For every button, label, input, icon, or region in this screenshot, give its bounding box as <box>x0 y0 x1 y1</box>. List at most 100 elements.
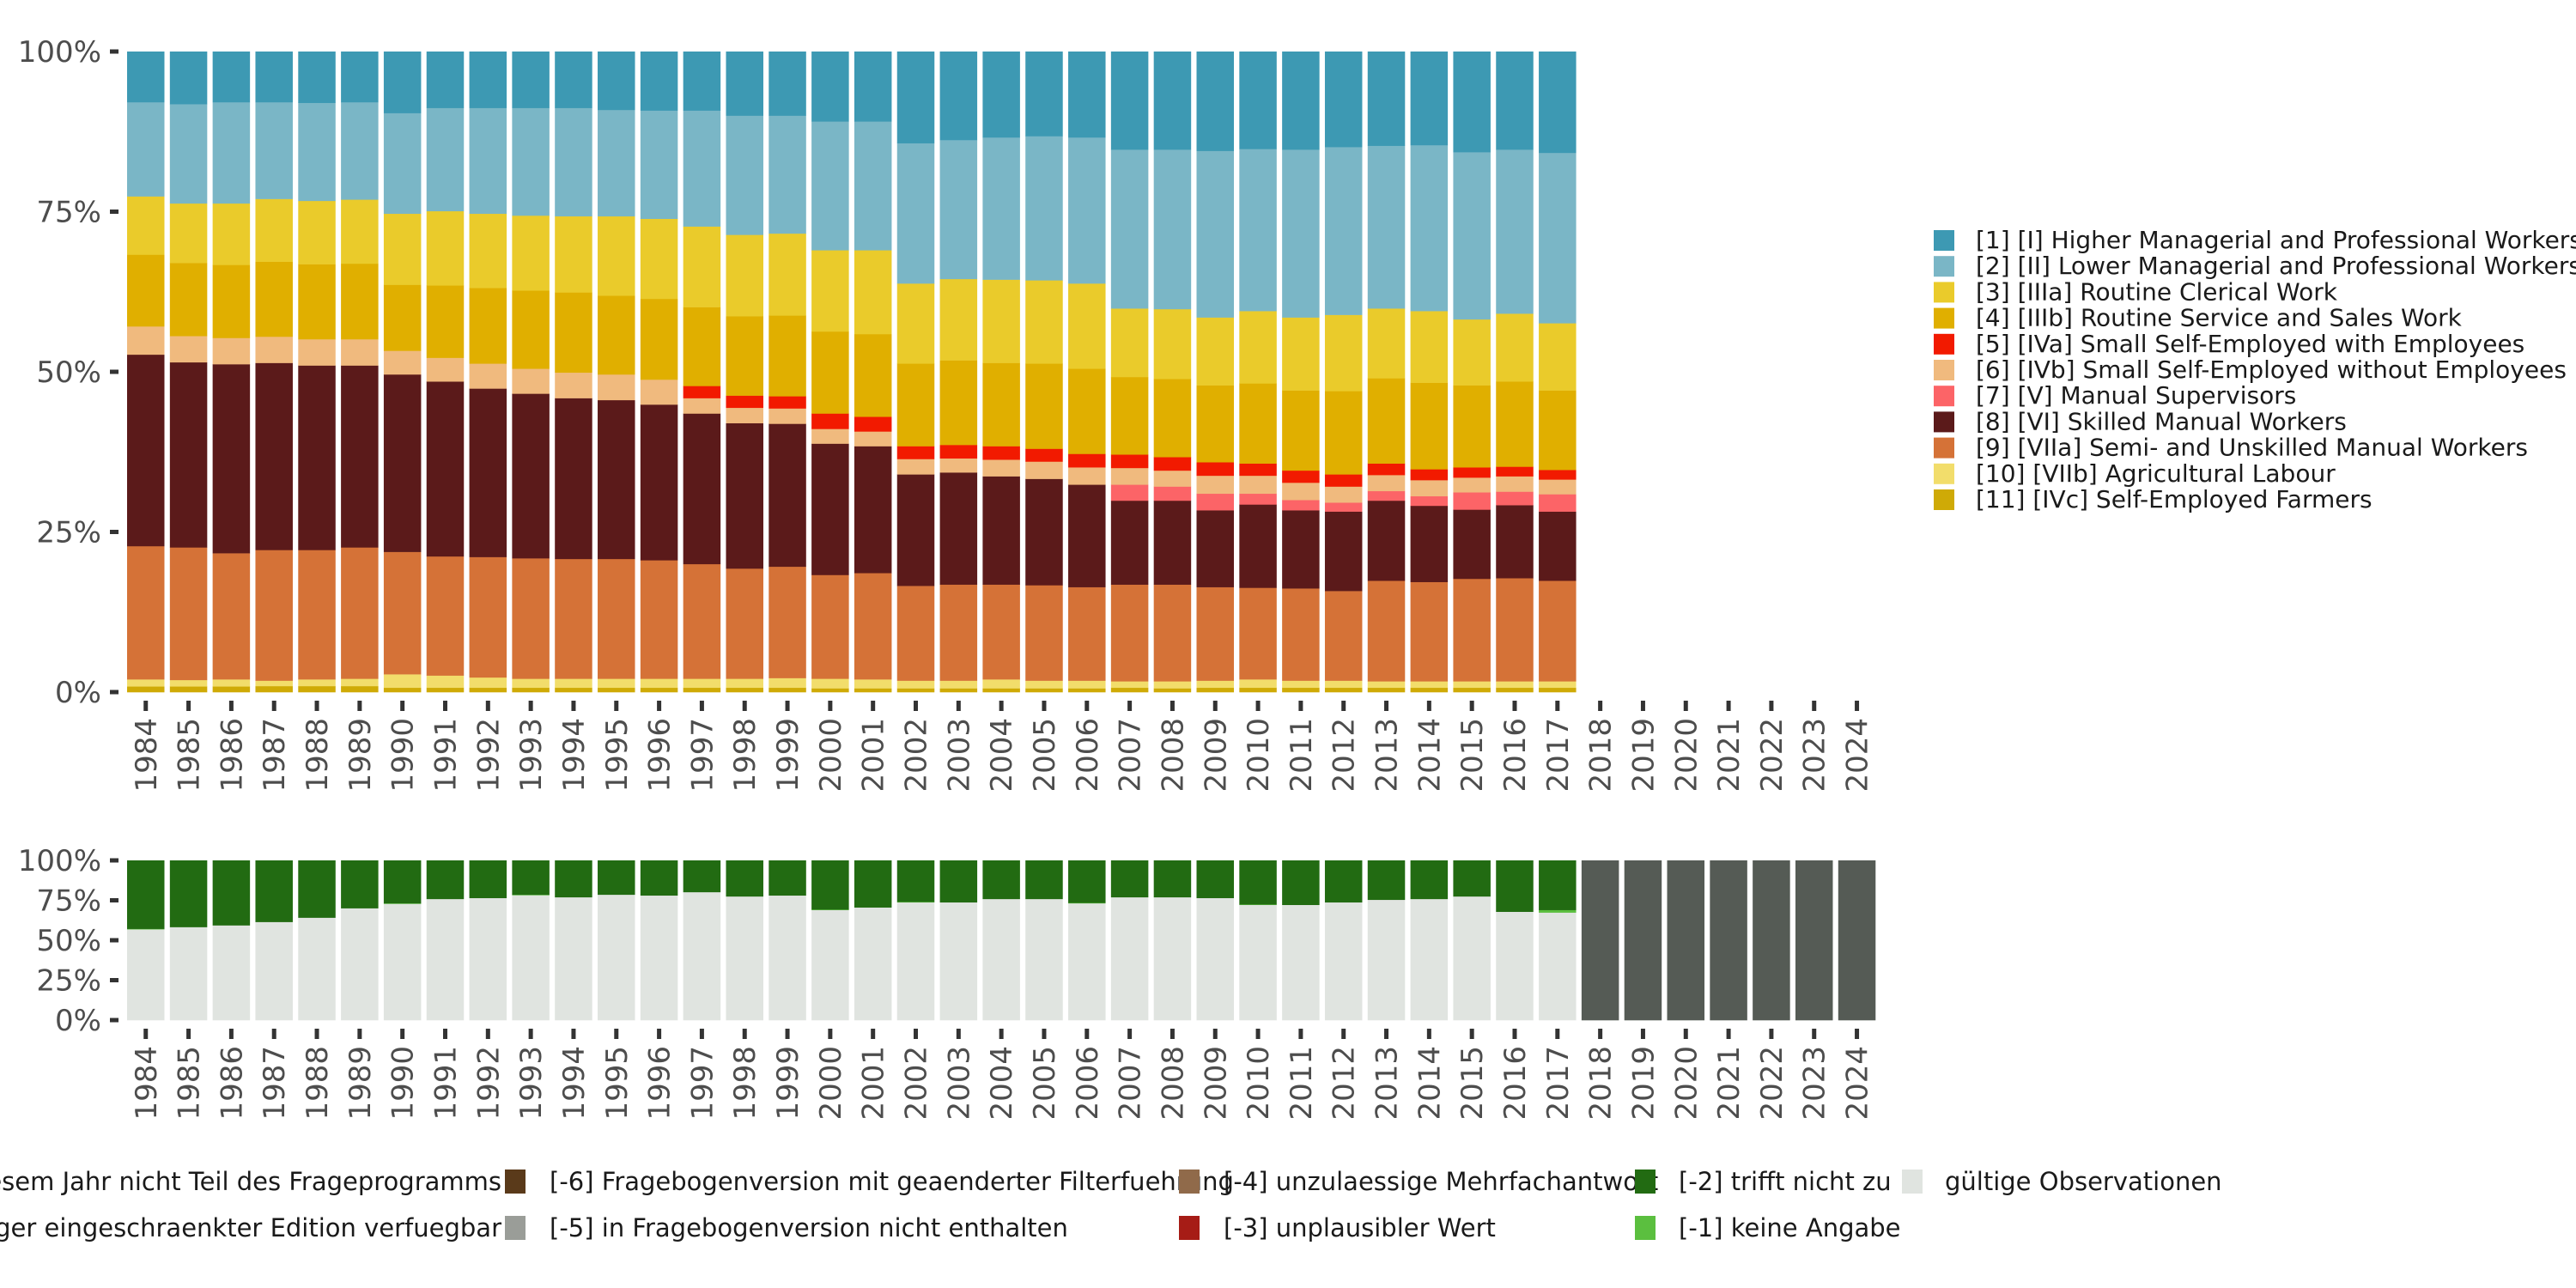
top-bar-segment <box>1282 500 1320 511</box>
bottom-bars <box>127 860 1876 1021</box>
top-bar-segment <box>1025 448 1063 462</box>
bottom-x-tick-label: 2018 <box>1584 1046 1619 1121</box>
top-bar-segment <box>341 101 379 200</box>
bottom-bar-segment <box>1282 904 1320 1021</box>
top-x-tick <box>1812 701 1817 711</box>
bottom-x-tick <box>828 1029 833 1039</box>
legend-label: [1] [I] Higher Managerial and Profession… <box>1976 226 2576 254</box>
top-bar-segment <box>426 687 465 693</box>
top-bar-segment <box>896 688 935 693</box>
top-bar-segment <box>1153 688 1192 693</box>
bottom-bar-segment <box>255 921 293 1021</box>
top-bar-segment <box>683 226 721 307</box>
top-bar-segment <box>1282 510 1320 589</box>
top-bar-segment <box>769 52 806 116</box>
bottom-x-tick-label: 1987 <box>258 1046 292 1121</box>
top-x-tick <box>1469 701 1474 711</box>
bottom-x-tick-label: 2007 <box>1114 1046 1148 1121</box>
top-bar-segment <box>1196 680 1234 689</box>
top-bar-segment <box>939 458 978 473</box>
top-x-tick <box>1769 701 1774 711</box>
top-bar-segment <box>982 137 1020 280</box>
bottom-x-tick <box>657 1029 662 1039</box>
top-bar-segment <box>1324 680 1363 689</box>
bottom-x-tick <box>571 1029 576 1039</box>
top-bar-segment <box>1453 319 1491 386</box>
top-bar-segment <box>683 386 721 398</box>
bottom-x-tick <box>186 1029 191 1039</box>
top-bar-segment <box>598 295 635 375</box>
bottom-bar-segment <box>512 860 550 896</box>
top-bar-segment <box>1025 52 1063 137</box>
top-bar-segment <box>1453 477 1491 493</box>
top-bar-segment <box>1539 479 1577 495</box>
bottom-bar-segment <box>726 896 763 1021</box>
top-bar-segment <box>1496 505 1534 579</box>
legend-label: [9] [VIIa] Semi- and Unskilled Manual Wo… <box>1976 434 2528 462</box>
top-x-tick <box>186 701 191 711</box>
bottom-x-tick <box>1084 1029 1090 1039</box>
top-bar-segment <box>169 263 208 337</box>
top-x-tick-label: 2004 <box>985 718 1019 793</box>
bottom-x-tick-label: 1999 <box>771 1046 805 1121</box>
top-bar-segment <box>1196 317 1234 386</box>
top-bar-segment <box>426 210 465 286</box>
top-bar-segment <box>1539 494 1577 512</box>
top-bar-segment <box>469 107 507 215</box>
top-x-tick-label: 1991 <box>428 718 463 793</box>
bottom-x-tick-label: 1986 <box>215 1046 249 1121</box>
bottom-y-tick <box>110 858 118 863</box>
top-bar-segment <box>383 213 422 285</box>
top-bar-segment <box>982 362 1020 447</box>
top-bar-segment <box>1367 580 1406 682</box>
top-bar-segment <box>426 357 465 382</box>
top-bar-segment <box>1025 680 1063 689</box>
legend-swatch <box>1934 386 1954 407</box>
top-bar-segment <box>512 52 550 108</box>
top-bar-segment <box>1196 586 1234 681</box>
top-bar-segment <box>169 52 208 105</box>
top-bar-segment <box>555 687 592 693</box>
bottom-x-tick-label: 2009 <box>1199 1046 1233 1121</box>
top-bar-segment <box>1153 681 1192 689</box>
top-bar-segment <box>212 553 251 680</box>
top-bar-segment <box>1110 454 1149 469</box>
top-bar-segment <box>1196 687 1234 693</box>
top-bar-segment <box>255 101 293 199</box>
top-x-tick <box>1255 701 1261 711</box>
top-bar-segment <box>683 307 721 386</box>
bottom-x-tick <box>914 1029 919 1039</box>
bottom-bar-segment <box>1453 860 1491 897</box>
top-bar-segment <box>169 686 208 693</box>
top-bar-segment <box>854 446 892 574</box>
top-x-tick-label: 2020 <box>1669 718 1704 793</box>
top-bar-segment <box>1324 391 1363 475</box>
top-bar-segment <box>383 687 422 693</box>
top-bar-segment <box>726 234 763 317</box>
bottom-x-tick-label: 2015 <box>1455 1046 1490 1121</box>
top-bar-segment <box>1324 511 1363 592</box>
bottom-y-tick-label: 0% <box>55 1004 101 1038</box>
top-bar-segment <box>1410 495 1449 507</box>
top-bar-segment <box>1496 313 1534 382</box>
top-x-tick <box>1298 701 1303 711</box>
top-x-tick-label: 1998 <box>728 718 762 793</box>
top-bar-segment <box>896 143 935 284</box>
top-bar-segment <box>383 674 422 689</box>
top-bar-segment <box>1539 470 1577 480</box>
top-bar-segment <box>896 474 935 586</box>
top-bar-segment <box>726 687 763 693</box>
bottom-bar-segment <box>1667 860 1705 1021</box>
bottom-y-tick-label: 100% <box>18 844 101 878</box>
bottom-x-tick <box>1855 1029 1860 1039</box>
top-bar-segment <box>127 254 165 327</box>
top-x-tick-label: 1989 <box>343 718 378 793</box>
bottom-x-tick <box>1212 1029 1218 1039</box>
top-bar-segment <box>127 101 165 197</box>
top-bar-segment <box>298 550 336 680</box>
top-bar-segment <box>555 678 592 689</box>
top-bar-segment <box>683 687 721 693</box>
top-bar-segment <box>512 687 550 693</box>
top-bar-segment <box>1410 505 1449 582</box>
top-bar-segment <box>1410 311 1449 383</box>
